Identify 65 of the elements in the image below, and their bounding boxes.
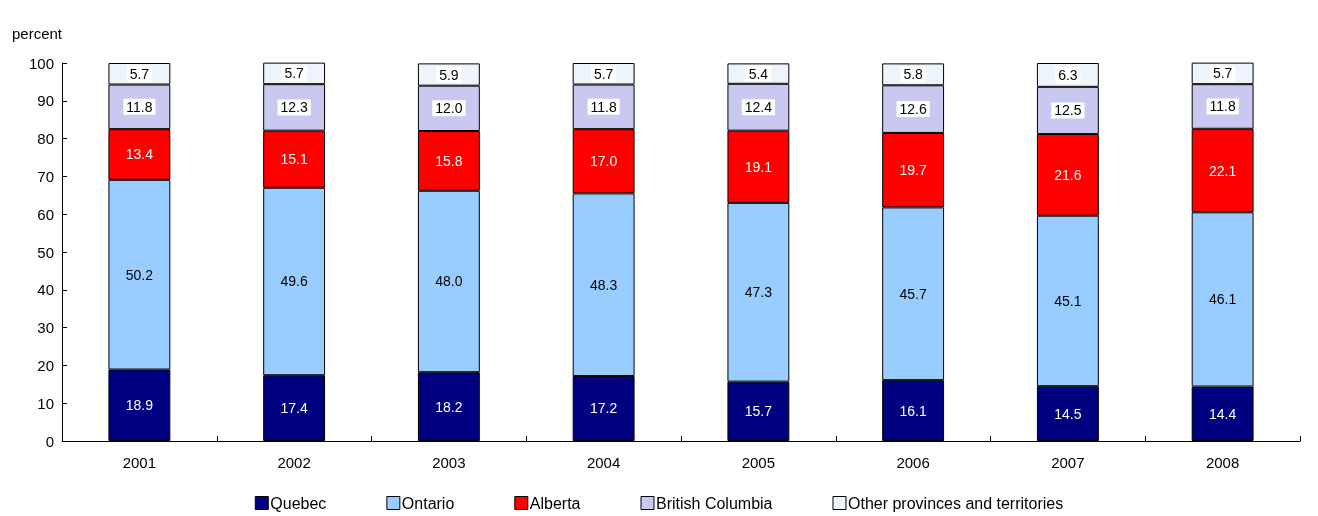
data-label: 15.7	[744, 403, 773, 420]
data-label: 17.0	[590, 153, 618, 170]
y-tick-label: 80	[37, 130, 54, 148]
x-tick-label: 2008	[1205, 454, 1240, 471]
legend-label: Other provinces and territories	[847, 494, 1064, 512]
data-label: 48.3	[590, 276, 618, 293]
data-label: 11.8	[1209, 98, 1236, 115]
data-label: 5.4	[748, 65, 769, 82]
legend-label: Alberta	[529, 494, 581, 512]
x-tick-label: 2006	[896, 454, 930, 471]
x-tick-label: 2005	[741, 454, 776, 471]
data-label: 12.4	[744, 99, 773, 116]
data-label: 21.6	[1054, 166, 1082, 183]
data-label: 19.7	[899, 162, 927, 179]
data-label: 14.5	[1054, 405, 1082, 422]
data-label: 14.4	[1209, 405, 1237, 422]
data-label: 6.3	[1058, 66, 1078, 83]
data-label: 50.2	[125, 266, 154, 283]
data-label: 13.4	[125, 146, 154, 163]
data-label: 5.7	[593, 65, 614, 82]
x-tick-label: 2007	[1051, 454, 1085, 471]
data-label: 5.9	[439, 66, 459, 83]
data-label: 11.8	[590, 98, 617, 115]
x-tick-label: 2002	[277, 454, 311, 471]
y-tick-label: 0	[45, 432, 54, 450]
legend-label: Quebec	[270, 494, 327, 512]
x-tick-label: 2004	[586, 454, 621, 471]
y-tick-label: 40	[37, 281, 54, 299]
data-label: 46.1	[1209, 291, 1237, 308]
data-label: 22.1	[1209, 162, 1237, 179]
data-label: 17.2	[590, 400, 618, 417]
y-tick-label: 50	[37, 243, 54, 261]
y-tick-label: 70	[37, 167, 54, 185]
data-label: 5.7	[284, 65, 305, 82]
data-label: 45.1	[1054, 292, 1082, 309]
y-tick-label: 90	[37, 92, 54, 110]
y-axis-title: percent	[11, 25, 63, 42]
y-tick-label: 60	[37, 205, 54, 223]
data-label: 49.6	[280, 273, 308, 290]
data-label: 11.8	[126, 98, 153, 115]
legend-label: British Columbia	[656, 494, 773, 512]
data-label: 17.4	[280, 400, 308, 417]
data-label: 18.9	[125, 397, 154, 414]
data-label: 15.8	[435, 152, 463, 169]
data-label: 16.1	[899, 402, 927, 419]
x-tick-label: 2001	[122, 454, 157, 471]
data-label: 47.3	[744, 284, 773, 301]
data-label: 45.7	[899, 285, 927, 302]
data-label: 12.5	[1054, 102, 1082, 119]
data-label: 5.7	[1212, 65, 1233, 82]
y-tick-label: 100	[28, 54, 54, 72]
x-tick-label: 2003	[432, 454, 466, 471]
legend-label: Ontario	[401, 494, 455, 512]
data-label: 12.0	[435, 100, 463, 117]
data-label: 12.3	[280, 99, 308, 116]
y-tick-label: 10	[37, 394, 54, 412]
data-label: 15.1	[280, 151, 308, 168]
data-label: 19.1	[744, 158, 773, 175]
data-label: 18.2	[435, 398, 463, 415]
data-label: 48.0	[435, 273, 463, 290]
y-tick-label: 20	[37, 356, 54, 374]
data-label: 5.7	[129, 65, 150, 82]
y-tick-label: 30	[37, 319, 54, 337]
data-label: 12.6	[899, 101, 927, 118]
data-label: 5.8	[903, 66, 924, 83]
